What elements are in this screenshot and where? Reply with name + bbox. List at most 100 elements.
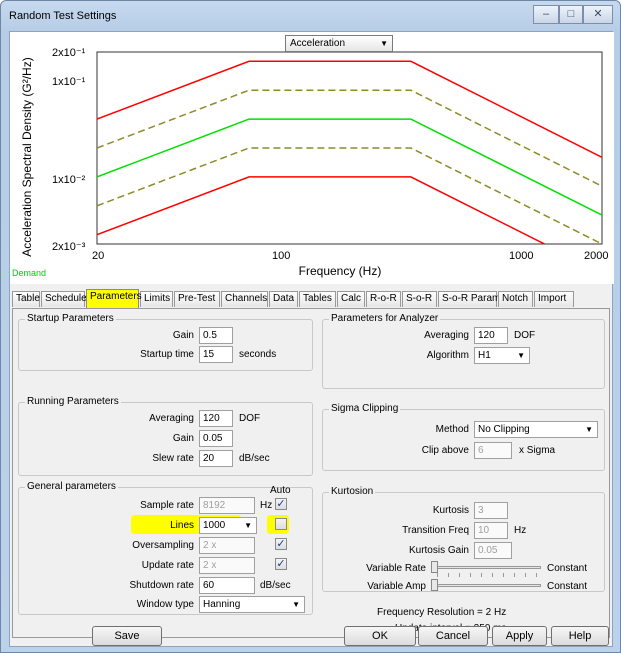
frequency-resolution-text: Frequency Resolution = 2 Hz <box>377 607 507 618</box>
variable-rate-slider[interactable] <box>433 566 541 569</box>
oversampling-auto-checkbox[interactable]: ✓ <box>275 538 287 550</box>
clip-above-input[interactable]: 6 <box>474 442 512 459</box>
group-title: Running Parameters <box>25 396 121 407</box>
running-averaging-input[interactable]: 120 <box>199 410 233 427</box>
tab-s-o-r[interactable]: S-o-R <box>402 291 437 307</box>
psd-series-line-4 <box>97 147 602 244</box>
transition-freq-label: Transition Freq <box>402 525 469 536</box>
tab-calc[interactable]: Calc <box>337 291 365 307</box>
analyzer-averaging-input[interactable]: 120 <box>474 327 508 344</box>
psd-series-line-3 <box>97 118 602 216</box>
running-gain-input[interactable]: 0.05 <box>199 430 233 447</box>
shutdown-rate-label: Shutdown rate <box>129 580 195 591</box>
kurtosion-group: Kurtosion Kurtosis 3 Transition Freq 10 … <box>322 486 605 592</box>
tab-import[interactable]: Import <box>534 291 574 307</box>
window-title: Random Test Settings <box>9 10 117 22</box>
y-tick-label: 1x10⁻¹ <box>52 76 86 88</box>
minimize-button[interactable]: – <box>533 5 559 24</box>
tab-r-o-r[interactable]: R-o-R <box>366 291 401 307</box>
averaging-label: Averaging <box>149 413 194 424</box>
chevron-down-icon: ▼ <box>292 600 300 609</box>
ok-button[interactable]: OK <box>344 626 416 646</box>
sample-rate-input[interactable]: 8192 <box>199 497 255 514</box>
transition-freq-input[interactable]: 10 <box>474 522 508 539</box>
sigma-clipping-group: Sigma Clipping Method No Clipping ▼ Clip… <box>322 403 605 471</box>
analyzer-averaging-unit: DOF <box>514 330 536 341</box>
oversampling-input[interactable]: 2 x <box>199 537 255 554</box>
slew-rate-label: Slew rate <box>152 453 194 464</box>
y-axis-label: Acceleration Spectral Density (G²/Hz) <box>20 57 34 257</box>
update-rate-input[interactable]: 2 x <box>199 557 255 574</box>
tab-table[interactable]: Table <box>12 291 40 307</box>
plot-quantity-dropdown[interactable]: Acceleration ▼ <box>285 35 393 52</box>
variable-amp-slider-thumb[interactable] <box>431 579 438 591</box>
group-title: Kurtosion <box>329 486 376 497</box>
dialog-client-area: Acceleration ▼ Acceleration Spectral Den… <box>9 31 614 647</box>
shutdown-rate-unit: dB/sec <box>260 580 291 591</box>
lines-auto-checkbox[interactable] <box>275 518 287 530</box>
startup-time-input[interactable]: 15 <box>199 346 233 363</box>
window-type-dropdown[interactable]: Hanning ▼ <box>199 596 305 613</box>
startup-gain-input[interactable]: 0.5 <box>199 327 233 344</box>
apply-button[interactable]: Apply <box>492 626 547 646</box>
shutdown-rate-input[interactable]: 60 <box>199 577 255 594</box>
clip-above-label: Clip above <box>421 445 469 456</box>
psd-series-line-5 <box>97 176 547 244</box>
algorithm-label: Algorithm <box>426 350 469 361</box>
close-button[interactable]: ✕ <box>583 5 613 24</box>
x-axis-label: Frequency (Hz) <box>298 264 382 278</box>
help-button[interactable]: Help <box>551 626 609 646</box>
slew-rate-input[interactable]: 20 <box>199 450 233 467</box>
kurtosis-gain-input[interactable]: 0.05 <box>474 542 512 559</box>
general-parameters-group: General parameters Auto Sample rate 8192… <box>18 481 313 615</box>
slider-ticks <box>436 573 540 577</box>
demand-label: Demand <box>12 268 47 278</box>
group-title: General parameters <box>25 481 118 492</box>
cancel-button[interactable]: Cancel <box>418 626 488 646</box>
kurtosis-input[interactable]: 3 <box>474 502 508 519</box>
lines-dropdown[interactable]: 1000 ▼ <box>199 517 257 534</box>
x-tick-label: 20 <box>92 250 105 262</box>
psd-series-line-1 <box>97 60 602 158</box>
lines-label: Lines <box>170 520 194 531</box>
tab-limits[interactable]: Limits <box>140 291 173 307</box>
tab-pre-test[interactable]: Pre-Test <box>174 291 220 307</box>
tab-channels[interactable]: Channels <box>221 291 268 307</box>
averaging-unit: DOF <box>239 413 261 424</box>
tab-data[interactable]: Data <box>269 291 298 307</box>
sample-rate-unit: Hz <box>260 500 273 511</box>
tab-schedule[interactable]: Schedule <box>41 291 87 307</box>
variable-rate-label: Variable Rate <box>366 563 426 574</box>
chevron-down-icon: ▼ <box>517 351 525 360</box>
tab-tables[interactable]: Tables <box>299 291 336 307</box>
psd-chart-svg <box>96 51 603 245</box>
auto-column-label: Auto <box>270 485 291 496</box>
method-label: Method <box>435 424 469 435</box>
save-button[interactable]: Save <box>92 626 162 646</box>
maximize-button[interactable]: □ <box>559 5 583 24</box>
group-title: Sigma Clipping <box>329 403 401 414</box>
chevron-down-icon: ▼ <box>380 39 388 48</box>
tab-s-o-r-param[interactable]: S-o-R Param <box>438 291 500 307</box>
analyzer-averaging-label: Averaging <box>424 330 469 341</box>
algorithm-value: H1 <box>478 350 491 361</box>
variable-amp-label: Variable Amp <box>367 581 426 592</box>
y-tick-label: 2x10⁻³ <box>52 241 86 253</box>
chevron-down-icon: ▼ <box>585 425 593 434</box>
sigma-method-dropdown[interactable]: No Clipping ▼ <box>474 421 598 438</box>
x-tick-label: 1000 <box>509 250 534 262</box>
tab-notch[interactable]: Notch <box>498 291 533 307</box>
algorithm-dropdown[interactable]: H1 ▼ <box>474 347 530 364</box>
oversampling-label: Oversampling <box>132 540 194 551</box>
variable-amp-slider[interactable] <box>433 584 541 587</box>
parameters-tab-panel: Startup Parameters Gain 0.5 Startup time… <box>12 308 610 638</box>
transition-freq-unit: Hz <box>514 525 527 536</box>
title-bar[interactable]: Random Test Settings – □ ✕ <box>1 1 620 31</box>
sample-rate-auto-checkbox[interactable]: ✓ <box>275 498 287 510</box>
update-rate-auto-checkbox[interactable]: ✓ <box>275 558 287 570</box>
variable-rate-slider-thumb[interactable] <box>431 561 438 573</box>
tab-parameters[interactable]: Parameters <box>86 289 142 308</box>
y-tick-label: 1x10⁻² <box>52 174 86 186</box>
x-tick-label: 2000 <box>584 250 609 262</box>
